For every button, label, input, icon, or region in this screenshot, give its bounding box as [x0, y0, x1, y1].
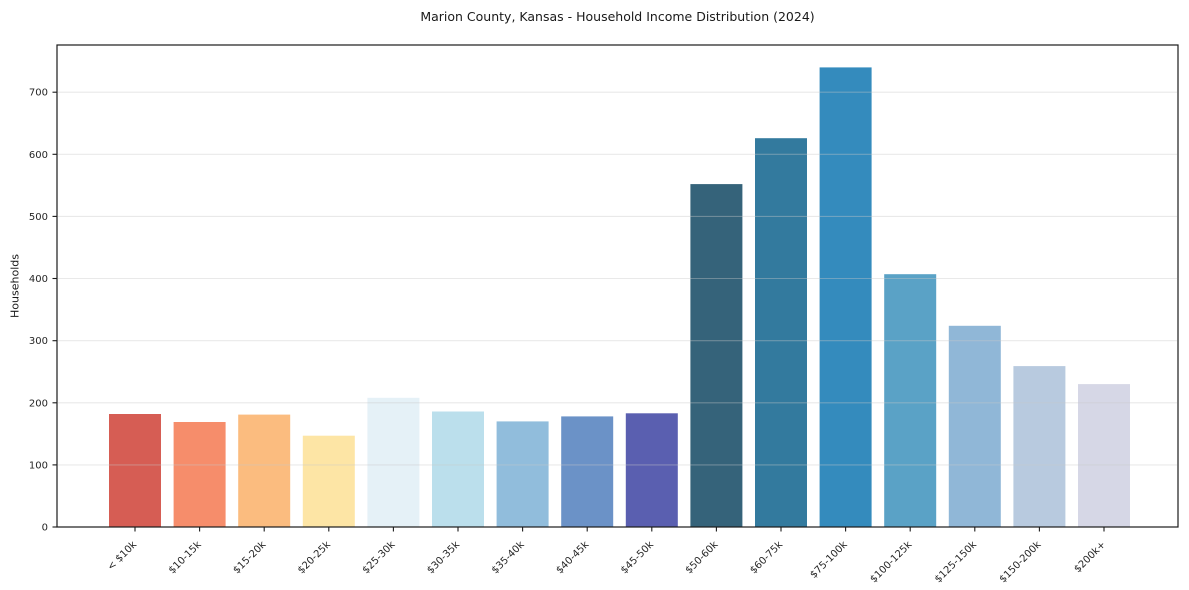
bar — [690, 184, 743, 527]
bar — [109, 414, 161, 527]
x-tick-label: $100-125k — [868, 539, 914, 585]
y-tick-label: 200 — [29, 398, 48, 409]
bar — [948, 325, 1001, 527]
x-tick-label: $50-60k — [684, 539, 721, 576]
x-tick-label: $75-100k — [808, 539, 850, 581]
bar — [884, 274, 937, 527]
x-tick-label: $10-15k — [167, 539, 204, 576]
bar — [367, 397, 420, 527]
y-tick-label: 700 — [29, 88, 48, 99]
y-tick-label: 500 — [29, 212, 48, 223]
x-tick-label: $35-40k — [490, 539, 527, 576]
y-tick-label: 0 — [42, 523, 48, 534]
y-tick-label: 300 — [29, 336, 48, 347]
x-tick-label: $15-20k — [231, 539, 268, 576]
x-tick-label: $30-35k — [425, 539, 462, 576]
x-tick-label: $25-30k — [361, 539, 398, 576]
y-tick-label: 600 — [29, 150, 48, 161]
x-tick-label: $150-200k — [998, 539, 1044, 585]
bar — [432, 411, 484, 527]
x-tick-label: $45-50k — [619, 539, 656, 576]
y-tick-label: 100 — [29, 460, 48, 471]
x-tick-label: $200k+ — [1072, 539, 1108, 575]
y-tick-label: 400 — [29, 274, 48, 285]
bar — [625, 413, 678, 527]
bar — [561, 416, 614, 527]
bar — [819, 67, 872, 528]
chart-title: Marion County, Kansas - Household Income… — [420, 9, 815, 24]
bar — [755, 138, 807, 527]
x-tick-label: $60-75k — [748, 539, 785, 576]
bar — [173, 422, 226, 527]
bar — [1078, 384, 1130, 527]
bar — [496, 421, 549, 527]
plot-border — [56, 44, 1179, 528]
bar — [1013, 366, 1066, 527]
x-tick-label: $125-150k — [933, 539, 979, 585]
x-tick-label: $20-25k — [296, 539, 333, 576]
bar — [238, 414, 291, 527]
x-tick-label: < $10k — [106, 539, 140, 573]
x-tick-label: $40-45k — [554, 539, 591, 576]
bar — [302, 435, 355, 527]
y-axis-label: Households — [8, 254, 22, 318]
